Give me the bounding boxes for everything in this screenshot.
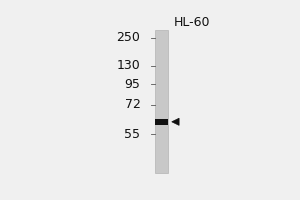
Text: 130: 130 [117, 59, 140, 72]
Polygon shape [172, 118, 179, 125]
Bar [155, 30, 168, 173]
Text: 250: 250 [116, 31, 140, 44]
Bar [155, 119, 168, 125]
Text: 95: 95 [124, 78, 140, 91]
Text: HL-60: HL-60 [173, 16, 210, 29]
Text: 72: 72 [124, 98, 140, 111]
Text: 55: 55 [124, 128, 140, 141]
